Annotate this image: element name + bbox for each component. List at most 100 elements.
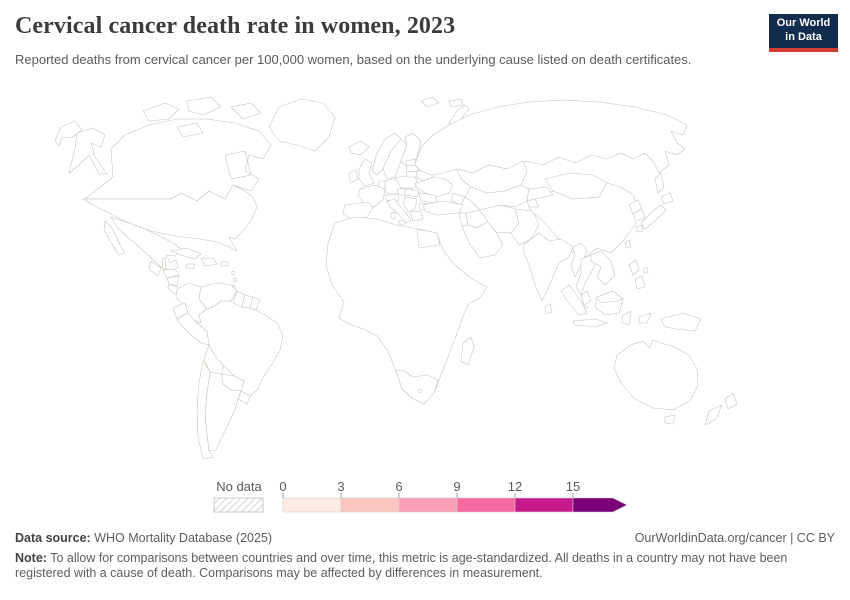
country-jamaica[interactable] (185, 263, 196, 270)
country-italy[interactable] (386, 198, 412, 224)
country-canada[interactable] (84, 118, 272, 202)
country-italy-sardinia[interactable] (390, 211, 396, 220)
country-chile[interactable] (196, 360, 214, 460)
legend-tick-6: 6 (395, 481, 402, 494)
data-source: Data source: WHO Mortality Database (202… (15, 531, 273, 545)
chart-note: Note: To allow for comparisons between c… (15, 551, 788, 581)
country-balkans[interactable] (402, 196, 418, 213)
world-map (25, 93, 815, 468)
country-japan[interactable] (635, 224, 644, 233)
legend-color-bar: 0 3 6 9 12 15 (279, 481, 628, 513)
country-franz-josef[interactable] (448, 98, 464, 108)
country-new-zealand[interactable] (704, 404, 723, 426)
owid-link[interactable]: OurWorldinData.org/cancer | CC BY (634, 531, 835, 545)
country-central-asia[interactable] (464, 184, 530, 211)
country-greece[interactable] (409, 210, 424, 222)
country-india[interactable] (522, 232, 574, 302)
no-data-swatch[interactable] (213, 497, 264, 513)
country-lithuania[interactable] (405, 170, 418, 178)
country-japan[interactable] (660, 192, 674, 205)
country-france[interactable] (357, 184, 386, 208)
country-spain-portugal[interactable] (342, 201, 374, 222)
country-arabian-peninsula[interactable] (461, 221, 504, 259)
country-philippines[interactable] (634, 275, 646, 290)
country-usa[interactable] (82, 184, 258, 252)
country-lesser-sunda[interactable] (638, 312, 652, 324)
legend-bin-6-9[interactable] (398, 497, 458, 513)
country-canada-arctic[interactable] (186, 96, 222, 116)
legend-bin-12-15[interactable] (514, 497, 574, 513)
country-venezuela[interactable] (198, 282, 238, 310)
country-cuba[interactable] (170, 247, 202, 260)
country-lesser-antilles[interactable] (232, 277, 238, 283)
country-kyrgyzstan[interactable] (526, 186, 554, 202)
no-data-label: No data (216, 481, 262, 494)
country-sri-lanka[interactable] (544, 303, 553, 315)
country-singapore[interactable] (584, 305, 588, 309)
country-philippines[interactable] (628, 259, 640, 276)
country-colombia[interactable] (175, 282, 208, 324)
country-canada-arctic[interactable] (142, 102, 180, 122)
chart-subtitle: Reported deaths from cervical cancer per… (15, 52, 692, 67)
country-japan[interactable] (640, 204, 667, 230)
country-hispaniola[interactable] (200, 257, 218, 267)
country-uk[interactable] (358, 158, 375, 187)
country-egypt[interactable] (416, 228, 441, 249)
country-french-guiana[interactable] (249, 296, 261, 311)
country-lesser-antilles[interactable] (230, 270, 236, 276)
country-canada-arctic[interactable] (230, 102, 262, 120)
owid-logo[interactable]: Our World in Data (769, 14, 838, 52)
legend-bin-3-6[interactable] (340, 497, 400, 513)
country-south-korea[interactable] (632, 208, 646, 222)
country-guatemala[interactable] (148, 260, 162, 277)
country-new-guinea[interactable] (660, 312, 702, 332)
country-sumatra[interactable] (560, 284, 588, 316)
country-indochina[interactable] (590, 250, 616, 286)
country-tajikistan[interactable] (526, 198, 540, 208)
country-philippines[interactable] (642, 266, 649, 274)
country-taiwan[interactable] (624, 239, 632, 249)
country-south-africa[interactable] (395, 369, 439, 405)
country-iceland[interactable] (348, 140, 370, 156)
country-mexico-baja[interactable] (103, 220, 126, 256)
country-italy-sicily[interactable] (398, 219, 406, 226)
legend-bin-0-3[interactable] (282, 497, 342, 513)
country-kazakhstan[interactable] (456, 160, 528, 194)
country-benelux[interactable] (377, 180, 386, 190)
country-ukraine[interactable] (414, 176, 454, 198)
country-new-zealand[interactable] (724, 392, 738, 410)
legend-no-data: No data (213, 481, 264, 513)
country-lesotho[interactable] (417, 388, 423, 394)
country-greenland[interactable] (268, 98, 336, 152)
legend-tick-3: 3 (337, 481, 344, 494)
country-ireland[interactable] (348, 169, 359, 184)
country-mongolia[interactable] (544, 172, 608, 200)
country-canada-arctic[interactable] (176, 122, 204, 138)
country-malaysia[interactable] (580, 290, 592, 306)
legend-tick-9: 9 (453, 481, 460, 494)
country-sulawesi[interactable] (621, 310, 632, 326)
legend-bin-15-plus[interactable] (572, 497, 628, 513)
owid-logo-line1: Our World (776, 17, 831, 30)
country-sakhalin[interactable] (654, 172, 665, 194)
country-australia[interactable] (613, 339, 699, 411)
legend-tick-12: 12 (508, 481, 522, 494)
page-title: Cervical cancer death rate in women, 202… (15, 13, 456, 39)
country-madagascar[interactable] (460, 336, 475, 366)
country-myanmar[interactable] (570, 242, 588, 278)
legend-tick-0: 0 (279, 481, 286, 494)
note-label: Note: (15, 551, 47, 565)
country-java[interactable] (572, 318, 608, 328)
country-hungary[interactable] (404, 188, 420, 198)
country-svalbard[interactable] (420, 96, 440, 108)
country-nicaragua[interactable] (166, 275, 180, 287)
legend-bin-9-12[interactable] (456, 497, 516, 513)
country-russia[interactable] (414, 99, 688, 176)
country-alaska[interactable] (68, 127, 108, 175)
country-honduras[interactable] (162, 268, 180, 279)
country-malaysia-borneo[interactable] (596, 290, 624, 304)
country-belize[interactable] (161, 257, 167, 271)
country-puerto-rico[interactable] (220, 261, 229, 267)
country-tasmania[interactable] (664, 414, 676, 425)
